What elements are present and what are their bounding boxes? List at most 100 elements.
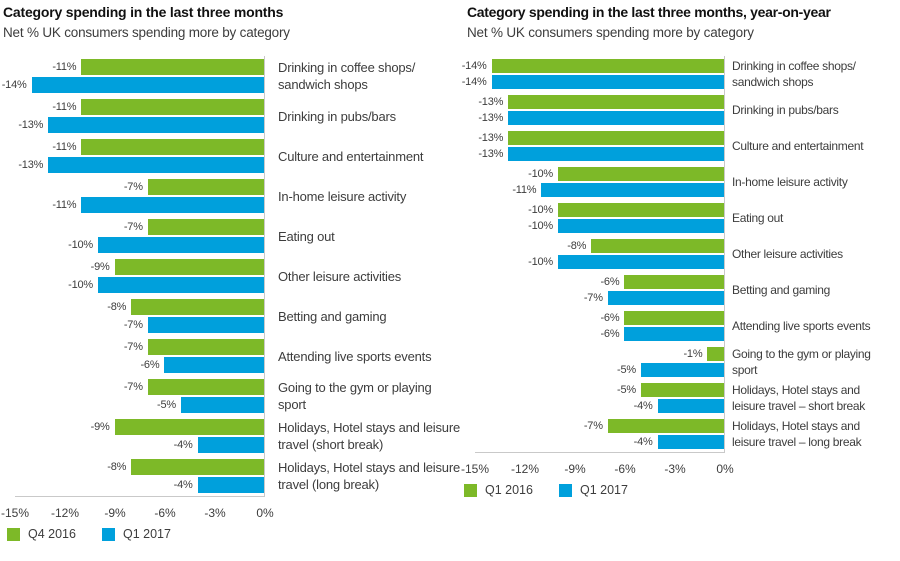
category-label: Holidays, Hotel stays and leisure travel… bbox=[732, 419, 862, 449]
bar-row: -5% bbox=[475, 383, 724, 397]
bar-row: -11% bbox=[15, 59, 264, 75]
bar-value-label: -11% bbox=[52, 101, 77, 113]
bar-group: -7% -4% bbox=[475, 416, 724, 452]
legend: Q1 2016 Q1 2017 bbox=[464, 483, 725, 497]
bar-group: -11% -13% bbox=[15, 96, 264, 136]
category-label: In-home leisure activity bbox=[732, 175, 848, 189]
axis-tick-label: -6% bbox=[154, 506, 176, 520]
bar-value-label: -7% bbox=[123, 221, 143, 233]
legend-swatch bbox=[101, 527, 115, 541]
bar bbox=[147, 379, 264, 395]
bar-value-label: -13% bbox=[478, 148, 504, 160]
bar-value-label: -9% bbox=[90, 261, 110, 273]
bar-value-label: -6% bbox=[140, 359, 160, 371]
bar-row: -5% bbox=[15, 397, 264, 413]
bar-value-label: -14% bbox=[1, 79, 27, 91]
bar-value-label: -8% bbox=[107, 301, 127, 313]
bar-row: -10% bbox=[475, 255, 724, 269]
bar bbox=[657, 435, 724, 449]
bar-row: -13% bbox=[475, 95, 724, 109]
bar bbox=[624, 275, 724, 289]
bar-row: -7% bbox=[15, 379, 264, 395]
bar-row: -10% bbox=[15, 277, 264, 293]
bar-row: -7% bbox=[475, 419, 724, 433]
bar-row: -6% bbox=[475, 275, 724, 289]
axis-tick-label: -15% bbox=[0, 506, 30, 520]
category-labels: Drinking in coffee shops/ sandwich shops… bbox=[278, 56, 462, 541]
bar bbox=[707, 347, 724, 361]
category-label: Eating out bbox=[732, 211, 784, 225]
category-label: Holidays, Hotel stays and leisure travel… bbox=[732, 383, 865, 413]
plot-column: -14% -14% -13% -13% -13% -13% -10% -11% -10% -10%… bbox=[461, 56, 734, 497]
bar-group: -7% -6% bbox=[15, 336, 264, 376]
bar bbox=[197, 437, 264, 453]
category-label: Eating out bbox=[278, 228, 335, 244]
category-label: Other leisure activities bbox=[732, 247, 843, 261]
legend-item: Q1 2017 bbox=[101, 527, 171, 541]
bar-value-label: -5% bbox=[617, 384, 636, 396]
bar-value-label: -4% bbox=[173, 479, 193, 491]
bar-value-label: -13% bbox=[478, 96, 504, 108]
bar-value-label: -7% bbox=[123, 181, 143, 193]
chart-subtitle: Net % UK consumers spending more by cate… bbox=[467, 25, 754, 40]
bar-row: -10% bbox=[15, 237, 264, 253]
bar bbox=[181, 397, 264, 413]
bar bbox=[164, 357, 264, 373]
bar-row: -13% bbox=[15, 157, 264, 173]
bar-value-label: -13% bbox=[18, 119, 44, 131]
axis-tick-label: -12% bbox=[50, 506, 80, 520]
bar-value-label: -11% bbox=[512, 184, 537, 196]
bar-row: -8% bbox=[15, 299, 264, 315]
axis-tick-label: -3% bbox=[664, 462, 686, 476]
category-label: Holidays, Hotel stays and leisure travel… bbox=[278, 420, 460, 452]
bar-row: -11% bbox=[15, 197, 264, 213]
bar-value-label: -10% bbox=[528, 256, 553, 268]
bar-value-label: -7% bbox=[123, 341, 143, 353]
bar bbox=[558, 219, 724, 233]
bar-row: -8% bbox=[475, 239, 724, 253]
bar bbox=[131, 299, 264, 315]
bar-row: -6% bbox=[475, 327, 724, 341]
bar-group: -9% -10% bbox=[15, 256, 264, 296]
legend-swatch bbox=[558, 483, 572, 497]
bar bbox=[114, 419, 264, 435]
bar-value-label: -7% bbox=[123, 381, 143, 393]
bar-row: -1% bbox=[475, 347, 724, 361]
bar bbox=[641, 383, 724, 397]
axis-tick-label: -6% bbox=[614, 462, 636, 476]
bar-row: -13% bbox=[475, 131, 724, 145]
axis-tick-label: 0% bbox=[256, 506, 274, 520]
bar-group: -14% -14% bbox=[462, 56, 724, 92]
bar-row: -6% bbox=[475, 311, 724, 325]
x-axis: -15% -12% -9% -6% -3% 0% bbox=[1, 497, 274, 521]
bar bbox=[48, 157, 264, 173]
bar-value-label: -5% bbox=[617, 364, 636, 376]
bar-value-label: -8% bbox=[567, 240, 587, 252]
bar-group: -8% -4% bbox=[15, 456, 264, 496]
bar-group: -1% -5% bbox=[475, 344, 724, 380]
category-label: Betting and gaming bbox=[278, 308, 387, 324]
bar-row: -6% bbox=[15, 357, 264, 373]
bar-group: -13% -13% bbox=[475, 128, 724, 164]
bar-group: -10% -10% bbox=[475, 200, 724, 236]
bar-value-label: -10% bbox=[528, 168, 553, 180]
bar-value-label: -6% bbox=[600, 276, 620, 288]
bar-value-label: -5% bbox=[157, 399, 176, 411]
bar bbox=[558, 203, 724, 217]
bar-value-label: -14% bbox=[461, 76, 487, 88]
bar-row: -8% bbox=[15, 459, 264, 475]
bar bbox=[81, 197, 264, 213]
bar-group: -7% -10% bbox=[15, 216, 264, 256]
bar-row: -7% bbox=[15, 317, 264, 333]
chart-title: Category spending in the last three mont… bbox=[467, 4, 831, 20]
bar-value-label: -6% bbox=[600, 312, 620, 324]
chart-subtitle: Net % UK consumers spending more by cate… bbox=[3, 25, 290, 40]
bar-row: -7% bbox=[15, 179, 264, 195]
bar-row: -7% bbox=[475, 291, 724, 305]
bar-group: -7% -5% bbox=[15, 376, 264, 416]
legend-label: Q1 2017 bbox=[122, 527, 171, 541]
category-label: Betting and gaming bbox=[732, 283, 831, 297]
bar-value-label: -7% bbox=[583, 420, 603, 432]
legend: Q4 2016 Q1 2017 bbox=[7, 527, 265, 541]
bar-value-label: -4% bbox=[633, 436, 653, 448]
